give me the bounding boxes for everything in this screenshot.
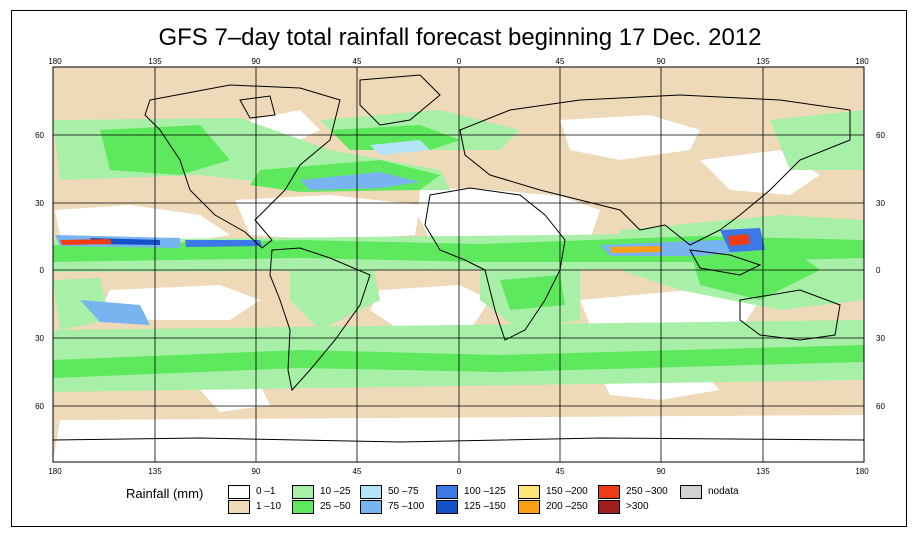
lon-tick-top: 180 [855, 57, 869, 66]
lon-tick-bottom: 135 [756, 467, 770, 476]
lat-tick-left: 30 [35, 334, 44, 343]
legend-swatch [518, 485, 540, 499]
legend-label: nodata [708, 486, 739, 497]
lon-tick-labels-top: 180 135 90 45 0 45 90 135 180 [48, 57, 869, 66]
gridlines [53, 67, 864, 462]
legend-label: 200 –250 [546, 501, 588, 512]
legend-swatch [518, 500, 540, 514]
lat-tick-left: 60 [35, 131, 44, 140]
lon-tick-top: 45 [556, 57, 565, 66]
legend-swatch [360, 500, 382, 514]
lon-tick-bottom: 0 [457, 467, 462, 476]
lat-tick-right: 60 [876, 402, 885, 411]
lon-tick-bottom: 45 [353, 467, 362, 476]
lon-tick-bottom: 180 [855, 467, 869, 476]
lon-tick-bottom: 90 [657, 467, 666, 476]
lat-tick-labels-left: 60 30 0 30 60 [35, 131, 44, 411]
legend-label: 75 –100 [388, 501, 425, 512]
lat-tick-left: 60 [35, 402, 44, 411]
lon-tick-top: 90 [657, 57, 666, 66]
lon-tick-top: 135 [756, 57, 770, 66]
map-title: GFS 7–day total rainfall forecast beginn… [158, 24, 762, 51]
figure-frame [11, 10, 907, 527]
legend-label: >300 [626, 501, 649, 512]
lat-tick-labels-right: 60 30 0 30 60 [876, 131, 885, 411]
legend-title: Rainfall (mm) [126, 486, 204, 501]
legend-swatch [360, 485, 382, 499]
legend-label: 125 –150 [464, 501, 506, 512]
heavy-rain-streaks [55, 140, 765, 325]
legend-swatch [598, 500, 620, 514]
legend-swatch [292, 485, 314, 499]
lon-tick-top: 0 [457, 57, 462, 66]
lat-tick-left: 30 [35, 199, 44, 208]
legend-label: 1 –10 [256, 501, 282, 512]
legend-label: 10 –25 [320, 486, 351, 497]
lon-tick-top: 90 [252, 57, 261, 66]
legend-label: 25 –50 [320, 501, 351, 512]
legend-label: 50 –75 [388, 486, 419, 497]
map-border [52, 66, 865, 463]
legend-label: 100 –125 [464, 486, 506, 497]
legend-label: 0 –1 [256, 486, 276, 497]
legend-swatch [228, 485, 250, 499]
lon-tick-top: 180 [48, 57, 62, 66]
lon-tick-bottom: 90 [252, 467, 261, 476]
lat-tick-left: 0 [40, 266, 45, 275]
legend-swatch [436, 500, 458, 514]
lon-tick-bottom: 135 [148, 467, 162, 476]
legend-swatch [436, 485, 458, 499]
continent-outlines [53, 74, 864, 443]
lon-tick-top: 135 [148, 57, 162, 66]
lon-tick-bottom: 180 [48, 467, 62, 476]
legend-swatch [292, 500, 314, 514]
legend-label: 150 –200 [546, 486, 588, 497]
lon-tick-top: 45 [353, 57, 362, 66]
lat-tick-right: 30 [876, 199, 885, 208]
legend-swatch [228, 500, 250, 514]
lat-tick-right: 0 [876, 266, 881, 275]
lat-tick-right: 60 [876, 131, 885, 140]
legend-swatch [598, 485, 620, 499]
legend-label: 250 –300 [626, 486, 668, 497]
legend-swatch [680, 485, 702, 499]
lon-tick-bottom: 45 [556, 467, 565, 476]
lon-tick-labels-bottom: 180 135 90 45 0 45 90 135 180 [48, 467, 869, 476]
lat-tick-right: 30 [876, 334, 885, 343]
